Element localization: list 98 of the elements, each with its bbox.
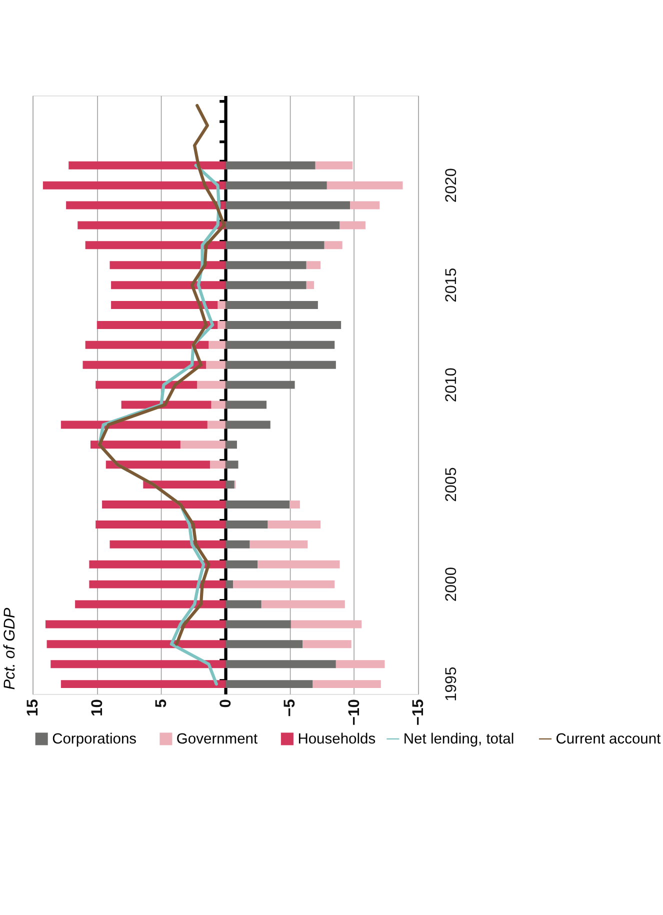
bar — [89, 580, 226, 588]
bar — [225, 540, 250, 548]
x-tick-label: 0 — [217, 699, 234, 708]
bar — [324, 241, 342, 250]
y-tick-label: 1995 — [443, 666, 460, 702]
bar — [350, 201, 380, 210]
bar — [85, 340, 209, 349]
bar — [60, 680, 226, 688]
x-tick-label: 10 — [88, 699, 106, 716]
bar — [210, 460, 226, 469]
bar — [225, 480, 234, 489]
bar — [96, 380, 198, 389]
bar — [290, 500, 300, 509]
bar — [258, 560, 340, 568]
bar — [225, 221, 340, 230]
bar — [110, 261, 226, 270]
bar — [225, 380, 295, 389]
y-axis-title: Pct. of GDP — [1, 607, 18, 690]
bar — [225, 281, 306, 290]
bar — [336, 660, 385, 668]
bar — [340, 221, 366, 230]
bar — [225, 320, 342, 329]
bar — [106, 460, 210, 469]
bar — [290, 620, 362, 628]
bar — [225, 560, 258, 568]
bar — [96, 520, 226, 528]
bar — [233, 580, 335, 588]
bar — [225, 460, 238, 469]
bar — [180, 440, 226, 449]
bar — [225, 500, 290, 509]
bar — [85, 241, 226, 250]
bar — [225, 360, 336, 369]
y-tick-label: 2005 — [443, 467, 460, 502]
bar — [306, 261, 320, 270]
bar — [89, 560, 226, 568]
bar — [225, 241, 324, 250]
x-tick-label: 15 — [24, 698, 42, 716]
bar — [110, 540, 226, 548]
bar — [50, 660, 226, 668]
y-tick-label: 2000 — [443, 566, 460, 602]
bar — [102, 500, 226, 509]
bar — [111, 281, 226, 290]
bar — [68, 161, 226, 170]
bar — [111, 301, 218, 310]
bar — [302, 640, 352, 648]
legend-label: Government — [176, 732, 258, 748]
bar — [225, 340, 335, 349]
bar — [207, 420, 226, 429]
bar — [225, 640, 303, 648]
x-tick-label: −5 — [282, 698, 299, 717]
y-tick-label: 2010 — [443, 367, 460, 402]
bar — [326, 181, 403, 190]
bar — [208, 340, 226, 349]
bar — [225, 620, 291, 628]
bar — [225, 400, 267, 409]
bar — [225, 440, 237, 449]
x-tick-label: −15 — [410, 698, 428, 726]
bar — [268, 520, 320, 528]
bar — [46, 640, 226, 648]
bar — [82, 360, 206, 369]
bar — [197, 380, 226, 389]
bar — [225, 660, 336, 668]
bar — [250, 540, 308, 548]
bar — [60, 420, 208, 429]
legend-label: Current account — [556, 732, 661, 748]
legend-label: Net lending, total — [403, 732, 514, 748]
bar — [315, 161, 353, 170]
bar — [225, 301, 318, 310]
bar — [306, 281, 314, 290]
bar — [225, 600, 262, 608]
bar — [206, 360, 226, 369]
bar — [225, 261, 306, 270]
bar — [218, 301, 226, 310]
bar — [66, 201, 226, 210]
bar — [312, 680, 381, 688]
legend-label: Households — [298, 732, 376, 748]
bar — [42, 181, 226, 190]
bar — [78, 221, 226, 230]
bar — [45, 620, 226, 628]
bar — [90, 440, 180, 449]
bar — [225, 181, 327, 190]
bar — [75, 600, 226, 608]
bar — [225, 161, 316, 170]
bar — [225, 420, 270, 429]
legend-label: Corporations — [52, 732, 137, 748]
bar — [261, 600, 345, 608]
bar — [225, 201, 350, 210]
x-tick-label: 5 — [153, 698, 170, 708]
bar — [96, 320, 218, 329]
bar — [211, 400, 226, 409]
bar — [218, 320, 226, 329]
bar — [225, 580, 234, 588]
bar — [143, 480, 226, 489]
y-tick-label: 2015 — [443, 268, 460, 302]
bar — [225, 680, 313, 688]
x-tick-label: −10 — [346, 699, 363, 726]
bar — [225, 520, 268, 528]
y-tick-label: 2020 — [443, 168, 460, 203]
